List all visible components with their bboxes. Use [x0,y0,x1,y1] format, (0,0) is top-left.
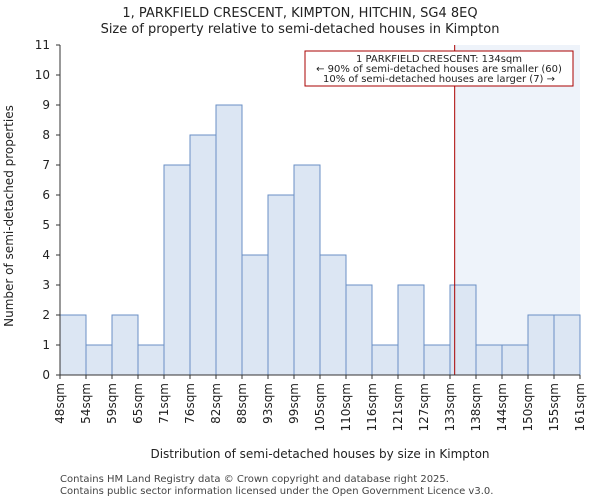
bar-99sqm [294,165,320,375]
x-tick-label-110sqm: 110sqm [339,383,353,431]
y-tick-label-8: 8 [42,128,50,142]
y-tick-label-11: 11 [35,38,50,52]
histogram-chart: 1, PARKFIELD CRESCENT, KIMPTON, HITCHIN,… [0,0,600,500]
x-tick-label-161sqm: 161sqm [573,383,587,431]
bar-127sqm [424,345,450,375]
bar-110sqm [346,285,372,375]
y-tick-label-5: 5 [42,218,50,232]
bar-65sqm [138,345,164,375]
bar-59sqm [112,315,138,375]
bar-138sqm [476,345,502,375]
bar-121sqm [398,285,424,375]
y-tick-label-0: 0 [42,368,50,382]
bar-105sqm [320,255,346,375]
x-tick-label-138sqm: 138sqm [469,383,483,431]
y-tick-label-7: 7 [42,158,50,172]
y-tick-label-4: 4 [42,248,50,262]
bar-144sqm [502,345,528,375]
bar-150sqm [528,315,554,375]
x-axis-label: Distribution of semi-detached houses by … [150,447,489,461]
x-tick-label-93sqm: 93sqm [261,383,275,424]
bar-54sqm [86,345,112,375]
x-tick-label-65sqm: 65sqm [131,383,145,424]
bar-48sqm [60,315,86,375]
y-tick-label-10: 10 [35,68,50,82]
x-tick-label-82sqm: 82sqm [209,383,223,424]
x-tick-label-88sqm: 88sqm [235,383,249,424]
x-tick-label-121sqm: 121sqm [391,383,405,431]
x-tick-label-144sqm: 144sqm [495,383,509,431]
bar-133sqm [450,285,476,375]
bar-116sqm [372,345,398,375]
bar-93sqm [268,195,294,375]
footer-line-2: Contains public sector information licen… [60,486,493,497]
y-axis-label: Number of semi-detached properties [2,105,16,327]
annotation-box: 1 PARKFIELD CRESCENT: 134sqm ← 90% of se… [305,51,573,86]
x-tick-label-150sqm: 150sqm [521,383,535,431]
annotation-line-3: 10% of semi-detached houses are larger (… [323,74,555,85]
chart-title: 1, PARKFIELD CRESCENT, KIMPTON, HITCHIN,… [122,6,477,21]
bar-155sqm [554,315,580,375]
x-tick-label-155sqm: 155sqm [547,383,561,431]
x-tick-label-133sqm: 133sqm [443,383,457,431]
x-tick-label-116sqm: 116sqm [365,383,379,431]
x-tick-label-127sqm: 127sqm [417,383,431,431]
bar-88sqm [242,255,268,375]
x-tick-label-76sqm: 76sqm [183,383,197,424]
bar-71sqm [164,165,190,375]
chart-subtitle: Size of property relative to semi-detach… [101,22,500,37]
x-tick-label-54sqm: 54sqm [79,383,93,424]
y-tick-label-9: 9 [42,98,50,112]
y-tick-label-2: 2 [42,308,50,322]
x-tick-label-105sqm: 105sqm [313,383,327,431]
y-tick-label-6: 6 [42,188,50,202]
bar-82sqm [216,105,242,375]
footer-line-1: Contains HM Land Registry data © Crown c… [60,474,449,485]
y-tick-label-1: 1 [42,338,50,352]
x-tick-label-99sqm: 99sqm [287,383,301,424]
x-tick-label-48sqm: 48sqm [53,383,67,424]
y-tick-label-3: 3 [42,278,50,292]
x-tick-label-71sqm: 71sqm [157,383,171,424]
bar-76sqm [190,135,216,375]
x-tick-label-59sqm: 59sqm [105,383,119,424]
